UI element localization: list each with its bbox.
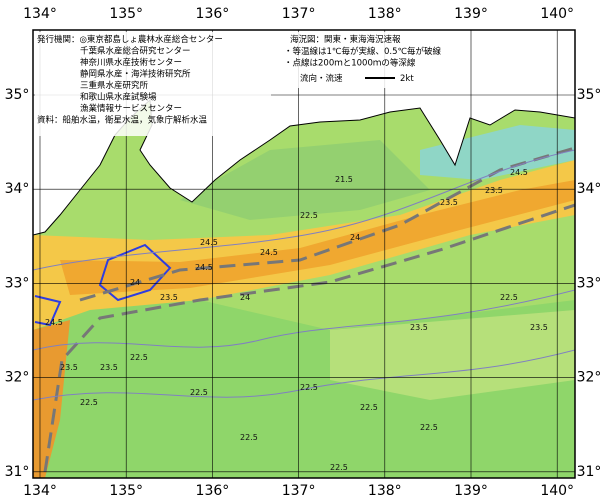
isotherm-label: 23.5 bbox=[440, 198, 458, 207]
isotherm-label: 24.5 bbox=[195, 263, 213, 272]
isotherm-label: 22.5 bbox=[420, 423, 438, 432]
lon-label: 138° bbox=[368, 483, 402, 499]
lat-label: 31° bbox=[577, 464, 600, 480]
lon-label: 136° bbox=[196, 483, 230, 499]
isotherm-label: 22.5 bbox=[500, 293, 518, 302]
isotherm-label: 22.5 bbox=[130, 353, 148, 362]
lon-label: 137° bbox=[282, 483, 316, 499]
sources: 資料：船舶水温，衛星水温，気象庁解析水温 bbox=[37, 115, 208, 126]
lon-label: 136° bbox=[196, 6, 230, 22]
isotherm-label: 22.5 bbox=[360, 403, 378, 412]
isotherm-label: 23.5 bbox=[485, 186, 503, 195]
lon-label: 134° bbox=[23, 6, 57, 22]
lon-label: 138° bbox=[368, 6, 402, 22]
isotherm-label: 24 bbox=[130, 278, 140, 287]
publisher: 漁業情報サービスセンター bbox=[80, 103, 182, 114]
isotherm-label: 23.5 bbox=[160, 293, 178, 302]
isotherm-label: 24 bbox=[350, 233, 360, 242]
map-frame bbox=[32, 29, 576, 479]
lat-label: 33° bbox=[5, 275, 30, 291]
isotherm-label: 22.5 bbox=[330, 463, 348, 472]
isotherm-label: 22.5 bbox=[190, 388, 208, 397]
lat-label: 34° bbox=[577, 181, 600, 197]
isotherm-label: 24.5 bbox=[510, 168, 528, 177]
isotherm-label: 24.5 bbox=[260, 248, 278, 257]
lon-label: 140° bbox=[540, 483, 574, 499]
lon-label: 135° bbox=[109, 6, 143, 22]
sea-temperature bbox=[33, 30, 575, 478]
publisher: 神奈川県水産技術センター bbox=[80, 57, 182, 68]
lon-label: 134° bbox=[23, 483, 57, 499]
isotherm-label: 24 bbox=[240, 293, 250, 302]
current-legend-label: 流向・流速 bbox=[300, 73, 343, 84]
publisher: 和歌山県水産試験場 bbox=[80, 92, 157, 103]
isotherm-label: 22.5 bbox=[80, 398, 98, 407]
lon-label: 139° bbox=[454, 6, 488, 22]
isotherm-label: 24.5 bbox=[45, 318, 63, 327]
isotherm-label: 23.5 bbox=[530, 323, 548, 332]
note: ・等温線は1℃毎が実線、0.5℃毎が破線 bbox=[284, 46, 442, 57]
note: ・点線は200ｍと1000ｍの等深線 bbox=[284, 58, 416, 69]
lon-label: 135° bbox=[109, 483, 143, 499]
isotherm-label: 24.5 bbox=[200, 238, 218, 247]
isotherm-label: 23.5 bbox=[410, 323, 428, 332]
isotherm-label: 22.5 bbox=[300, 383, 318, 392]
info-box bbox=[35, 32, 425, 136]
lon-label: 139° bbox=[454, 483, 488, 499]
lat-label: 32° bbox=[577, 370, 600, 386]
lat-label: 35° bbox=[5, 87, 30, 103]
isotherm-label: 23.5 bbox=[60, 363, 78, 372]
lat-label: 33° bbox=[577, 275, 600, 291]
isotherm-label: 22.5 bbox=[240, 433, 258, 442]
publisher: 千葉県水産総合研究センター bbox=[80, 46, 191, 57]
lat-label: 32° bbox=[5, 370, 30, 386]
publisher: 発行機関：◎東京都島しょ農林水産総合センター bbox=[37, 34, 223, 45]
isotherm-label: 21.5 bbox=[335, 175, 353, 184]
lat-label: 34° bbox=[5, 181, 30, 197]
isotherm-label: 22.5 bbox=[300, 211, 318, 220]
isotherm-label: 23.5 bbox=[100, 363, 118, 372]
lon-label: 140° bbox=[540, 6, 574, 22]
publisher: 三重県水産研究所 bbox=[80, 80, 149, 91]
lat-label: 35° bbox=[577, 87, 600, 103]
lat-label: 31° bbox=[5, 464, 30, 480]
current-legend-speed: 2kt bbox=[400, 74, 414, 84]
map-title: 海況図：関東・東海海況速報 bbox=[290, 34, 401, 45]
publisher: 静岡県水産・海洋技術研究所 bbox=[80, 69, 191, 80]
lon-label: 137° bbox=[282, 6, 316, 22]
